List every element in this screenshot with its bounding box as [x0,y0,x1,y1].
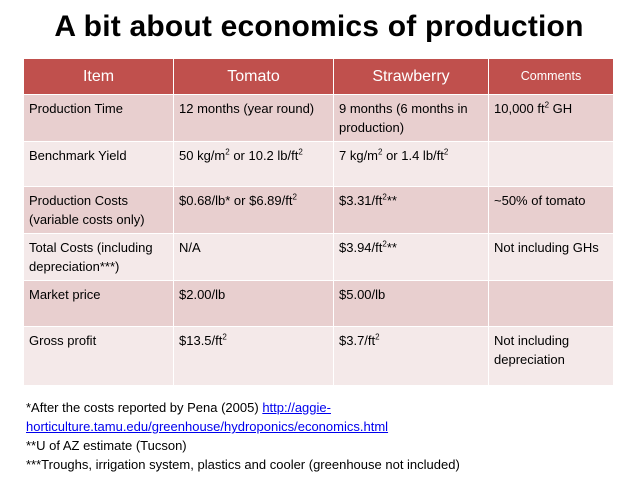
table-row: Market price $2.00/lb $5.00/lb [23,280,614,327]
cell-comments [488,141,614,187]
cell-item: Production Costs (variable costs only) [23,186,174,234]
cell-strawberry: $5.00/lb [333,280,489,327]
slide-title: A bit about economics of production [54,10,584,43]
header-comments: Comments [488,58,614,95]
cell-item: Production Time [23,94,174,142]
cell-strawberry: $3.94/ft2** [333,233,489,281]
table-row: Benchmark Yield 50 kg/m2 or 10.2 lb/ft2 … [23,141,614,187]
cell-item: Market price [23,280,174,327]
cell-tomato: 50 kg/m2 or 10.2 lb/ft2 [173,141,334,187]
economics-table: Item Tomato Strawberry Comments Producti… [23,58,614,386]
cell-comments: Not including GHs [488,233,614,281]
text: $3.31/ft [339,193,383,208]
footnote-1-text: *After the costs reported by Pena (2005) [26,400,263,415]
table-row: Gross profit $13.5/ft2 $3.7/ft2 Not incl… [23,326,614,386]
table-row: Total Costs (including depreciation***) … [23,233,614,281]
cell-tomato: 12 months (year round) [173,94,334,142]
cell-strawberry: 9 months (6 months in production) [333,94,489,142]
cell-item: Gross profit [23,326,174,386]
text: 50 kg/m [179,148,226,163]
footnotes: *After the costs reported by Pena (2005)… [26,398,626,474]
superscript: 2 [375,332,380,342]
cell-tomato: $2.00/lb [173,280,334,327]
header-tomato: Tomato [173,58,334,95]
superscript: 2 [222,332,227,342]
footnote-2: **U of AZ estimate (Tucson) [26,438,187,453]
text: 7 kg/m [339,148,379,163]
cell-comments [488,280,614,327]
text: $3.7/ft [339,333,376,348]
cell-strawberry: 7 kg/m2 or 1.4 lb/ft2 [333,141,489,187]
text: ** [386,193,397,208]
cell-tomato: $0.68/lb* or $6.89/ft2 [173,186,334,234]
text: $13.5/ft [179,333,223,348]
table-header-row: Item Tomato Strawberry Comments [23,58,614,95]
header-strawberry: Strawberry [333,58,489,95]
superscript: 2 [298,147,303,157]
cell-strawberry: $3.7/ft2 [333,326,489,386]
superscript: 2 [378,147,383,157]
header-item: Item [23,58,174,95]
cell-item: Benchmark Yield [23,141,174,187]
cell-tomato: N/A [173,233,334,281]
cell-item: Total Costs (including depreciation***) [23,233,174,281]
text: $3.94/ft [339,240,383,255]
text: or 10.2 lb/ft [229,148,299,163]
superscript: 2 [225,147,230,157]
text: ** [386,240,397,255]
superscript: 2 [292,192,297,202]
superscript: 2 [544,100,550,110]
cell-comments: 10,000 ft2 GH [488,94,614,142]
cell-comments: ~50% of tomato [488,186,614,234]
table-row: Production Costs (variable costs only) $… [23,186,614,234]
footnote-3: ***Troughs, irrigation system, plastics … [26,457,460,472]
cell-comments: Not including depreciation [488,326,614,386]
superscript: 2 [382,192,387,202]
cell-strawberry: $3.31/ft2** [333,186,489,234]
text: 10,000 ft [494,101,545,116]
cell-tomato: $13.5/ft2 [173,326,334,386]
superscript: 2 [382,239,387,249]
text: or 1.4 lb/ft [382,148,444,163]
text: GH [549,101,573,116]
table-row: Production Time 12 months (year round) 9… [23,94,614,142]
superscript: 2 [443,147,449,157]
footnote-1: *After the costs reported by Pena (2005)… [26,398,626,436]
text: $0.68/lb* or $6.89/ft [179,193,293,208]
source-link[interactable]: http://aggie-horticulture.tamu.edu/green… [26,400,389,434]
